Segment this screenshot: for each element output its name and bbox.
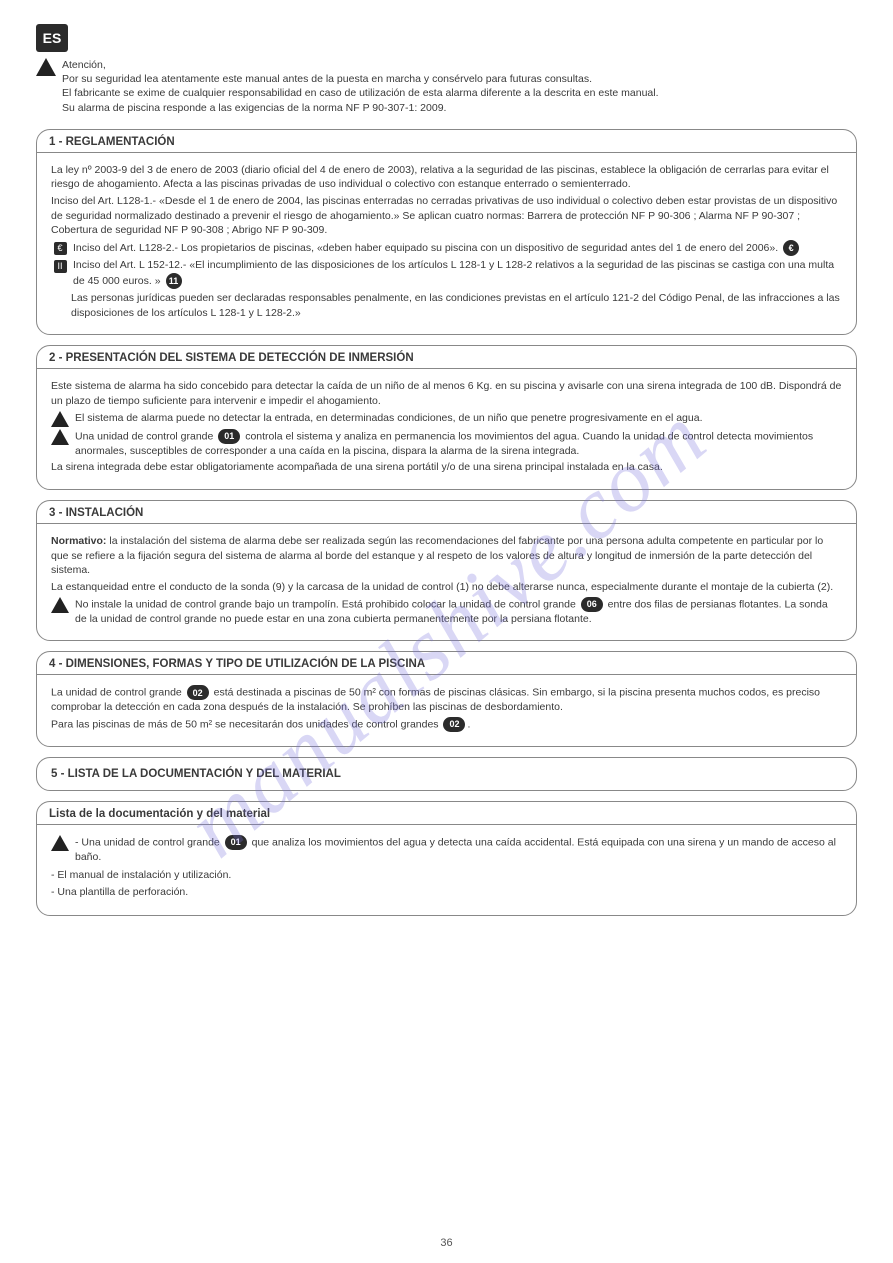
card-text: El sistema de alarma puede no detectar l… [75, 411, 842, 426]
warning-icon [51, 835, 69, 851]
card-text: Inciso del Art. L128-1.- «Desde el 1 de … [51, 194, 842, 238]
card-presentacion: 2 - PRESENTACIÓN DEL SISTEMA DE DETECCIÓ… [36, 345, 857, 490]
intro-line-4: Su alarma de piscina responde a las exig… [62, 101, 659, 115]
card-lista-header: 5 - LISTA DE LA DOCUMENTACIÓN Y DEL MATE… [36, 757, 857, 791]
card-title: 5 - LISTA DE LA DOCUMENTACIÓN Y DEL MATE… [37, 758, 856, 790]
page-number: 36 [440, 1237, 452, 1249]
card-text: - Una plantilla de perforación. [51, 885, 842, 900]
warning-icon [51, 597, 69, 613]
card-text: - El manual de instalación y utilización… [51, 868, 842, 883]
card-title: 2 - PRESENTACIÓN DEL SISTEMA DE DETECCIÓ… [37, 346, 856, 369]
card-text: Para las piscinas de más de 50 m² se nec… [51, 717, 842, 732]
header: ES Atención, Por su seguridad lea atenta… [36, 24, 857, 115]
card-text: Normativo: la instalación del sistema de… [51, 534, 842, 578]
card-reglamentacion: 1 - REGLAMENTACIÓN La ley nº 2003-9 del … [36, 129, 857, 336]
ref-01-icon: 01 [225, 835, 247, 850]
warning-icon [36, 58, 56, 76]
card-text: Una unidad de control grande 01 controla… [75, 429, 842, 459]
card-instalacion: 3 - INSTALACIÓN Normativo: la instalació… [36, 500, 857, 641]
card-title: 3 - INSTALACIÓN [37, 501, 856, 524]
euro-circle-icon: € [783, 240, 799, 256]
intro-line-1: Atención, [62, 58, 659, 72]
box-icon: II [51, 258, 69, 274]
card-title: 1 - REGLAMENTACIÓN [37, 130, 856, 153]
box-icon: € [51, 240, 69, 256]
intro-line-2: Por su seguridad lea atentamente este ma… [62, 72, 659, 86]
intro-block: Atención, Por su seguridad lea atentamen… [36, 58, 857, 115]
ref-01-icon: 01 [218, 429, 240, 444]
intro-line-3: El fabricante se exime de cualquier resp… [62, 86, 659, 100]
ref-06-icon: 06 [581, 597, 603, 612]
info-circle-icon: 11 [166, 273, 182, 289]
ref-02-icon: 02 [443, 717, 465, 732]
card-text: La unidad de control grande 02 está dest… [51, 685, 842, 715]
card-text: Este sistema de alarma ha sido concebido… [51, 379, 842, 408]
card-text: - Una unidad de control grande 01 que an… [75, 835, 842, 865]
card-lista-body: Lista de la documentación y del material… [36, 801, 857, 916]
ref-02-icon: 02 [187, 685, 209, 700]
card-text: La ley nº 2003-9 del 3 de enero de 2003 … [51, 163, 842, 192]
warning-icon [51, 429, 69, 445]
card-text: Inciso del Art. L 152-12.- «El incumplim… [73, 258, 842, 289]
card-text: La estanqueidad entre el conducto de la … [51, 580, 842, 595]
card-text: No instale la unidad de control grande b… [75, 597, 842, 627]
language-badge: ES [36, 24, 68, 52]
card-title: 4 - DIMENSIONES, FORMAS Y TIPO DE UTILIZ… [37, 652, 856, 675]
card-text: Las personas jurídicas pueden ser declar… [51, 291, 842, 320]
card-dimensiones: 4 - DIMENSIONES, FORMAS Y TIPO DE UTILIZ… [36, 651, 857, 747]
card-text: La sirena integrada debe estar obligator… [51, 460, 842, 475]
card-title: Lista de la documentación y del material [37, 802, 856, 825]
warning-icon [51, 411, 69, 427]
card-text: Inciso del Art. L128-2.- Los propietario… [73, 240, 842, 256]
